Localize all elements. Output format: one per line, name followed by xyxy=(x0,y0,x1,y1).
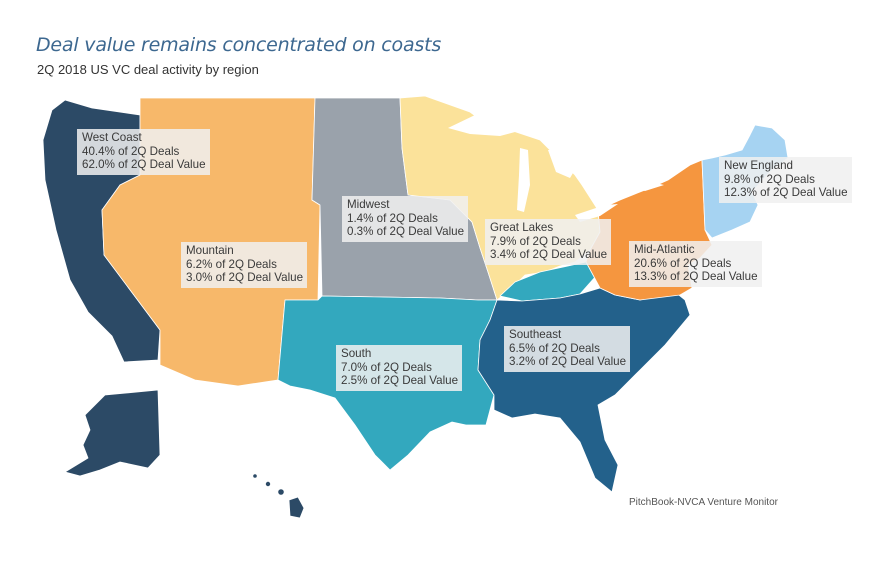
chart-title: Deal value remains concentrated on coast… xyxy=(36,34,442,56)
region-name: Great Lakes xyxy=(490,221,554,234)
lake-ontario xyxy=(628,182,664,191)
region-name: Southeast xyxy=(509,328,562,341)
lake-huron xyxy=(548,150,576,178)
region-hawaii-island xyxy=(288,496,305,519)
region-name: Mountain xyxy=(186,244,234,257)
region-deals: 9.8% of 2Q Deals xyxy=(724,172,815,186)
region-name: Midwest xyxy=(347,198,390,211)
region-deals: 6.2% of 2Q Deals xyxy=(186,257,277,271)
region-deals: 40.4% of 2Q Deals xyxy=(82,144,180,158)
region-name: New England xyxy=(724,159,793,172)
region-label-west-coast: West Coast 40.4% of 2Q Deals 62.0% of 2Q… xyxy=(77,129,210,175)
lake-michigan xyxy=(517,148,530,212)
region-hawaii-kauai xyxy=(252,473,258,479)
region-label-mid-atlantic: Mid-Atlantic 20.6% of 2Q Deals 13.3% of … xyxy=(629,241,762,287)
region-value: 3.4% of 2Q Deal Value xyxy=(490,248,608,261)
region-deals: 7.9% of 2Q Deals xyxy=(490,234,581,248)
region-deals: 1.4% of 2Q Deals xyxy=(347,211,438,225)
region-value: 13.3% of 2Q Deal Value xyxy=(634,270,758,283)
region-value: 12.3% of 2Q Deal Value xyxy=(724,186,848,199)
region-deals: 6.5% of 2Q Deals xyxy=(509,341,600,355)
region-label-mountain: Mountain 6.2% of 2Q Deals 3.0% of 2Q Dea… xyxy=(181,242,308,288)
region-value: 2.5% of 2Q Deal Value xyxy=(341,374,459,387)
region-value: 62.0% of 2Q Deal Value xyxy=(82,158,206,171)
lake-erie xyxy=(575,204,618,222)
region-alaska xyxy=(64,389,161,477)
region-name: South xyxy=(341,347,372,360)
region-name: West Coast xyxy=(82,131,142,144)
region-name: Mid-Atlantic xyxy=(634,243,695,256)
region-label-great-lakes: Great Lakes 7.9% of 2Q Deals 3.4% of 2Q … xyxy=(485,219,612,265)
region-value: 0.3% of 2Q Deal Value xyxy=(347,225,465,238)
region-hawaii-oahu xyxy=(264,480,271,487)
region-label-southeast: Southeast 6.5% of 2Q Deals 3.2% of 2Q De… xyxy=(504,326,631,372)
region-value: 3.2% of 2Q Deal Value xyxy=(509,355,627,368)
lake-superior xyxy=(448,115,530,136)
region-southeast xyxy=(477,287,691,493)
region-label-midwest: Midwest 1.4% of 2Q Deals 0.3% of 2Q Deal… xyxy=(342,196,469,242)
region-hawaii-maui xyxy=(277,488,285,496)
chart-subtitle: 2Q 2018 US VC deal activity by region xyxy=(37,62,259,77)
source-note: PitchBook-NVCA Venture Monitor xyxy=(629,497,778,508)
region-value: 3.0% of 2Q Deal Value xyxy=(186,271,304,284)
region-label-new-england: New England 9.8% of 2Q Deals 12.3% of 2Q… xyxy=(719,157,852,203)
region-deals: 20.6% of 2Q Deals xyxy=(634,256,732,270)
region-label-south: South 7.0% of 2Q Deals 2.5% of 2Q Deal V… xyxy=(336,345,463,391)
region-deals: 7.0% of 2Q Deals xyxy=(341,360,432,374)
